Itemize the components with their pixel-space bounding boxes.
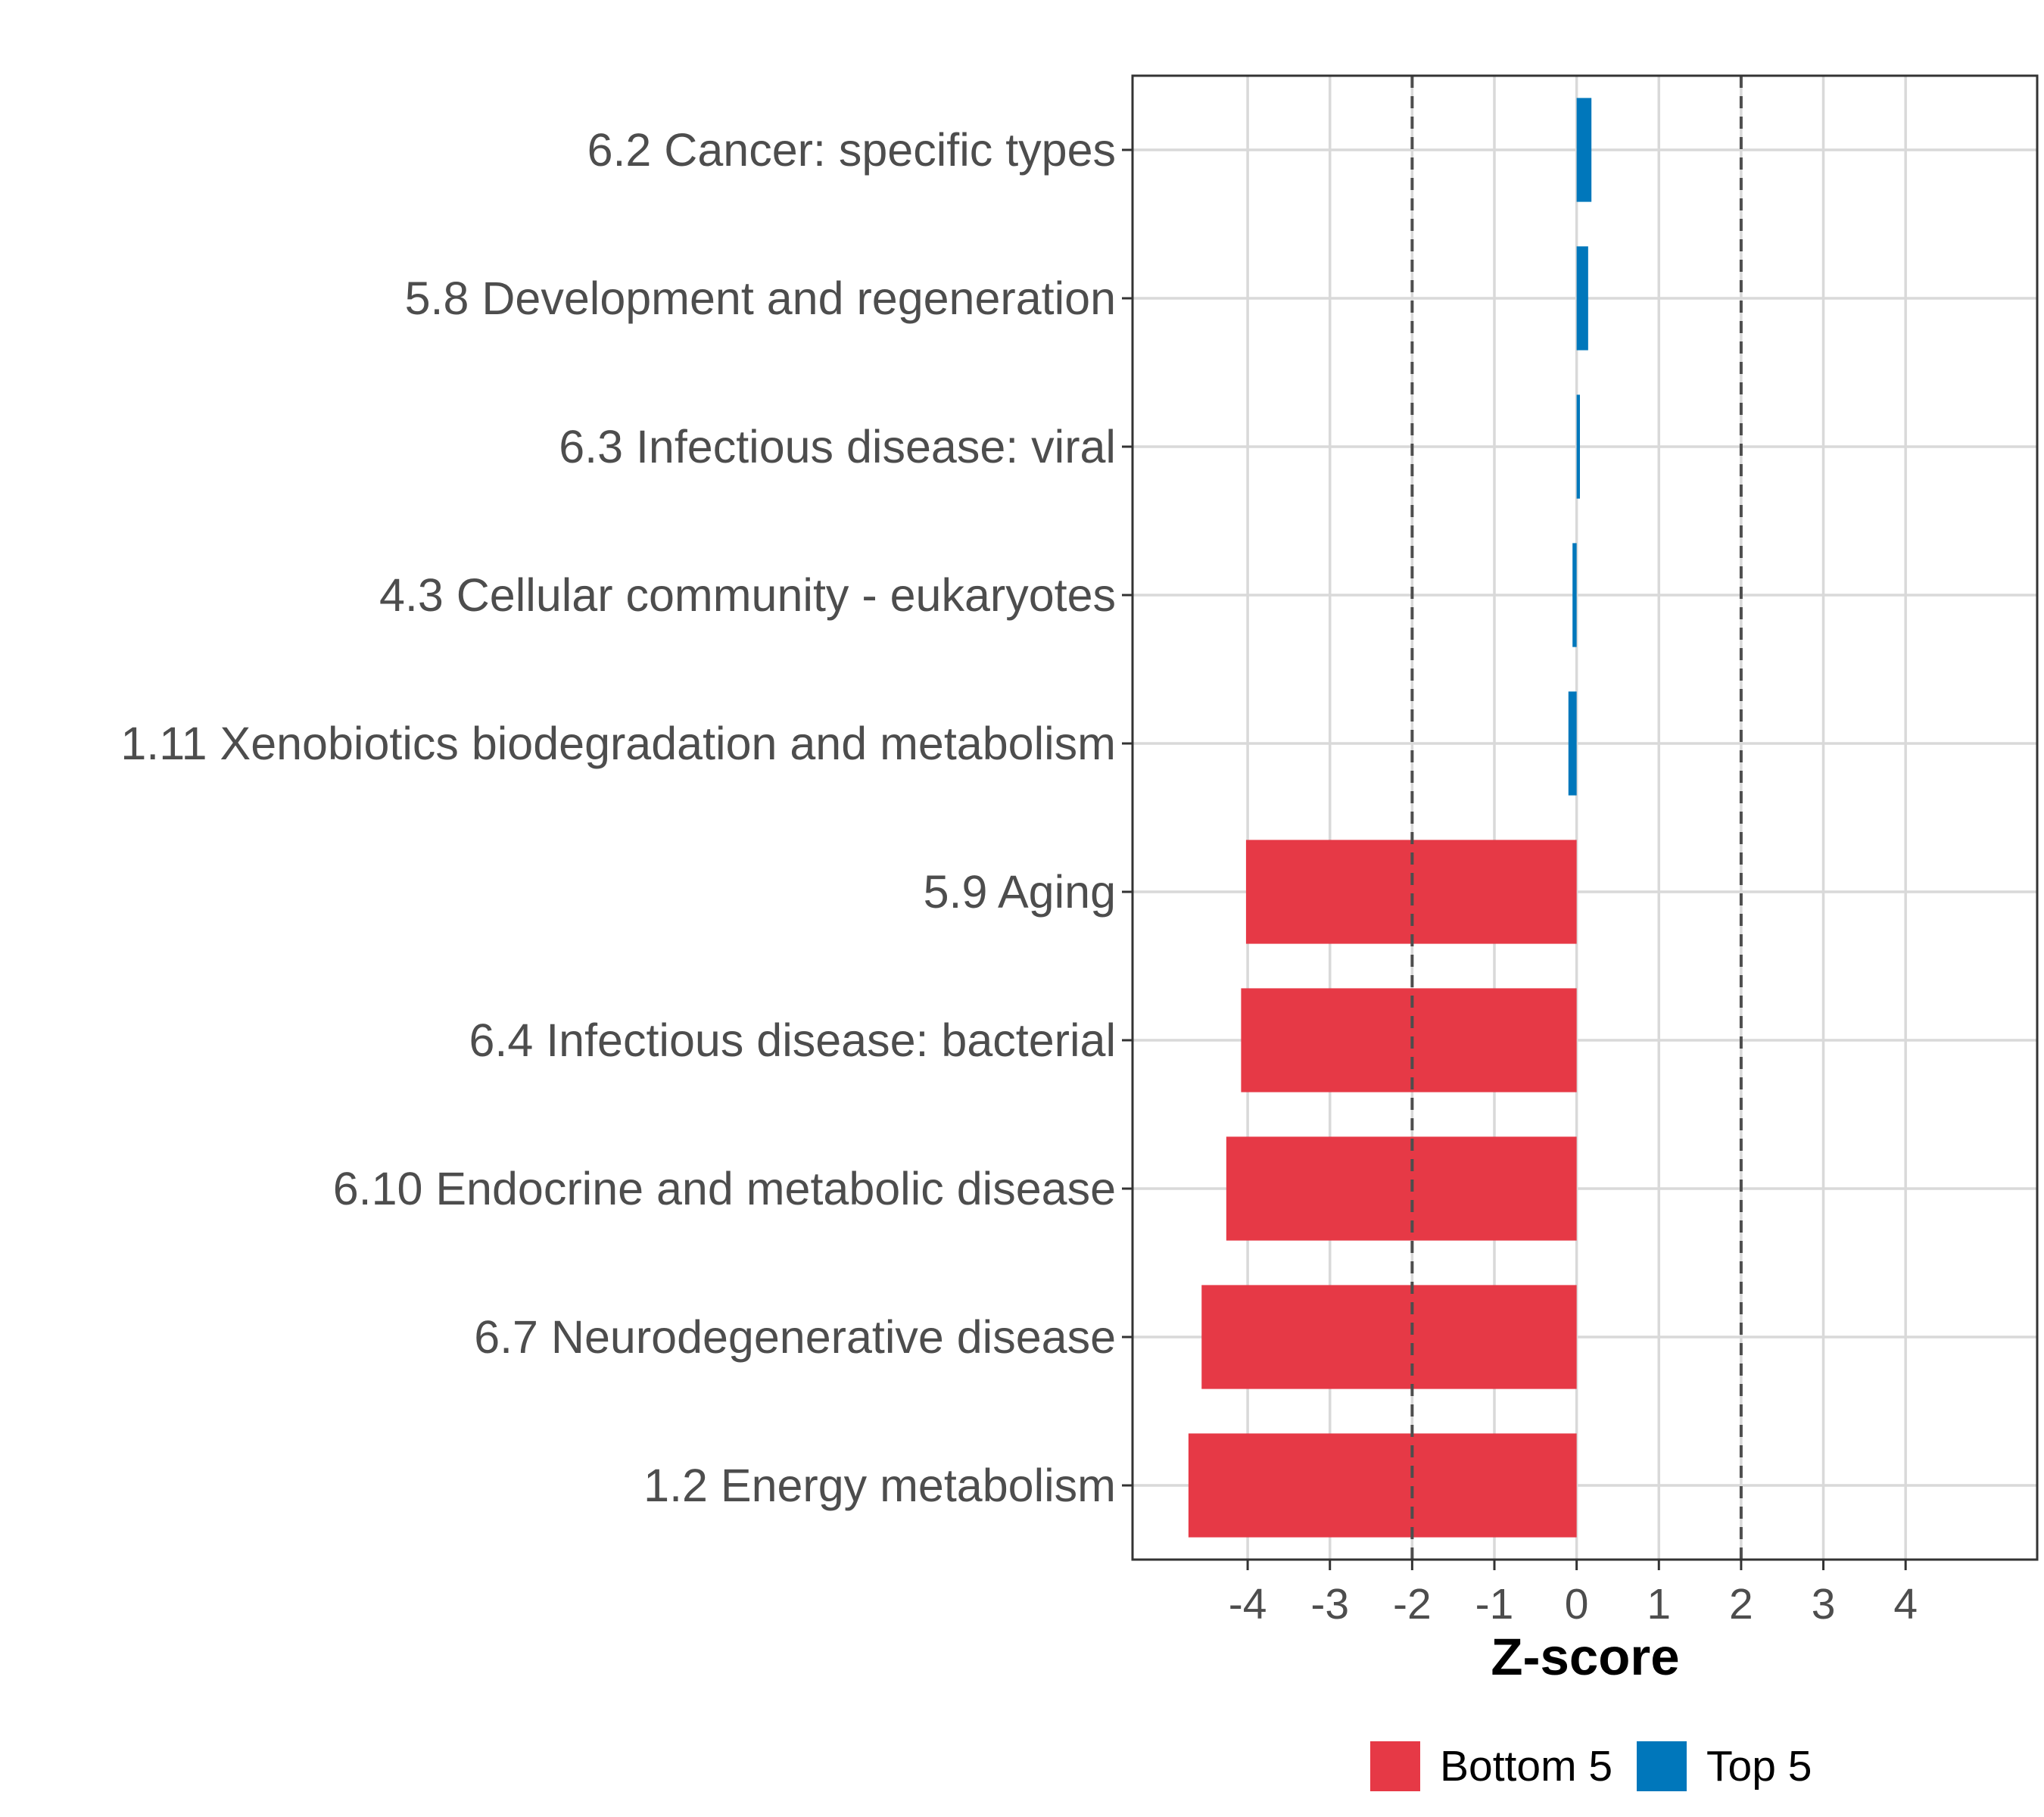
bar	[1201, 1285, 1577, 1389]
bar	[1576, 98, 1592, 202]
y-tick-label: 1.11 Xenobiotics biodegradation and meta…	[120, 718, 1116, 769]
legend: Bottom 5 Top 5	[1370, 1741, 1812, 1791]
legend-label: Bottom 5	[1440, 1742, 1612, 1791]
x-axis-title: Z-score	[1491, 1628, 1679, 1686]
y-tick-label: 4.3 Cellular community - eukaryotes	[379, 569, 1116, 621]
grid-lines	[1133, 76, 2037, 1560]
bar	[1568, 691, 1577, 796]
legend-swatch	[1637, 1741, 1687, 1791]
y-tick-label: 1.2 Energy metabolism	[643, 1460, 1116, 1511]
plot-panel-border	[1131, 74, 2039, 1561]
bar	[1576, 246, 1588, 351]
x-tick-label: 0	[1565, 1580, 1589, 1628]
bar	[1226, 1136, 1577, 1241]
y-axis: 6.2 Cancer: specific types 5.8 Developmen…	[120, 124, 1133, 1511]
legend-swatch	[1370, 1741, 1420, 1791]
bar	[1241, 988, 1577, 1092]
x-tick-label: -4	[1229, 1580, 1267, 1628]
x-tick-label: 3	[1812, 1580, 1836, 1628]
y-tick-label: 6.7 Neurodegenerative disease	[474, 1311, 1116, 1363]
reference-lines	[1410, 76, 1743, 1560]
x-tick-label: -2	[1393, 1580, 1432, 1628]
legend-label: Top 5	[1706, 1742, 1812, 1791]
y-tick-label: 5.8 Development and regeneration	[405, 273, 1116, 324]
bar	[1576, 394, 1580, 499]
x-axis: -4 -3 -2 -1 0 1 2 3 4	[1229, 1560, 1918, 1628]
x-tick-label: -1	[1475, 1580, 1514, 1628]
y-tick-label: 6.2 Cancer: specific types	[587, 124, 1116, 176]
y-tick-label: 5.9 Aging	[924, 866, 1116, 918]
y-tick-label: 6.4 Infectious disease: bacterial	[469, 1014, 1116, 1066]
x-tick-label: 4	[1893, 1580, 1918, 1628]
x-tick-label: -3	[1310, 1580, 1349, 1628]
x-tick-label: 1	[1647, 1580, 1671, 1628]
y-tick-label: 6.3 Infectious disease: viral	[559, 421, 1116, 472]
bar	[1572, 543, 1577, 647]
bar	[1188, 1433, 1577, 1538]
x-tick-label: 2	[1729, 1580, 1753, 1628]
y-tick-label: 6.10 Endocrine and metabolic disease	[333, 1163, 1116, 1214]
